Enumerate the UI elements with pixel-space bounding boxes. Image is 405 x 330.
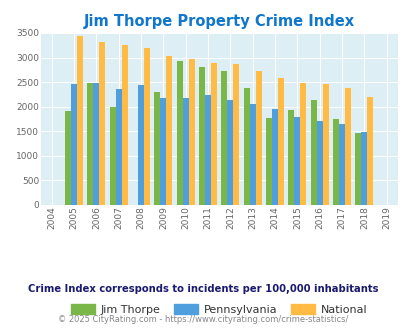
Bar [182, 98, 188, 205]
Bar [65, 112, 71, 205]
Bar [360, 132, 367, 205]
Legend: Jim Thorpe, Pennsylvania, National: Jim Thorpe, Pennsylvania, National [66, 299, 371, 319]
Bar [154, 92, 160, 205]
Bar [160, 98, 166, 205]
Bar [71, 84, 77, 205]
Bar [271, 110, 277, 205]
Text: © 2025 CityRating.com - https://www.cityrating.com/crime-statistics/: © 2025 CityRating.com - https://www.city… [58, 315, 347, 324]
Bar [227, 100, 233, 205]
Bar [300, 82, 306, 205]
Bar [144, 48, 150, 205]
Text: Crime Index corresponds to incidents per 100,000 inhabitants: Crime Index corresponds to incidents per… [28, 284, 377, 294]
Bar [277, 78, 284, 205]
Bar [122, 45, 128, 205]
Bar [354, 133, 360, 205]
Bar [233, 64, 239, 205]
Bar [265, 118, 271, 205]
Bar [188, 59, 194, 205]
Bar [115, 89, 122, 205]
Bar [310, 100, 316, 205]
Bar [99, 42, 105, 205]
Bar [87, 83, 93, 205]
Title: Jim Thorpe Property Crime Index: Jim Thorpe Property Crime Index [83, 14, 354, 29]
Bar [288, 111, 294, 205]
Bar [249, 104, 255, 205]
Bar [367, 97, 373, 205]
Bar [243, 88, 249, 205]
Bar [138, 85, 144, 205]
Bar [344, 88, 350, 205]
Bar [322, 84, 328, 205]
Bar [77, 36, 83, 205]
Bar [255, 71, 261, 205]
Bar [166, 55, 172, 205]
Bar [294, 117, 300, 205]
Bar [338, 124, 344, 205]
Bar [211, 63, 217, 205]
Bar [332, 119, 338, 205]
Bar [93, 83, 99, 205]
Bar [316, 121, 322, 205]
Bar [176, 61, 182, 205]
Bar [198, 67, 205, 205]
Bar [205, 95, 211, 205]
Bar [109, 107, 115, 205]
Bar [221, 71, 227, 205]
